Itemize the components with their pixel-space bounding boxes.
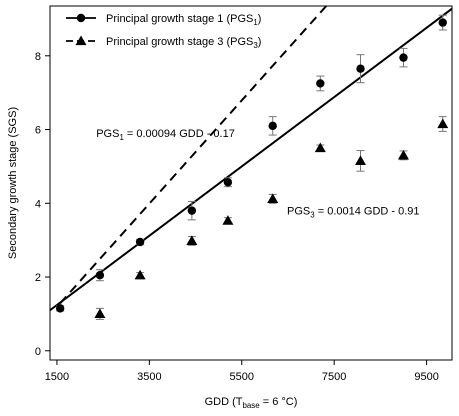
axes-layer: 1500 3500 5500 7500 9500 0 2 4 6 8 GDD (Tbase = 6 … [7, 5, 453, 410]
plot-frame [49, 5, 453, 361]
data-point-circle [438, 18, 447, 27]
x-tick-label: 5500 [230, 371, 254, 383]
data-point-circle [135, 237, 145, 247]
y-tick-label: 0 [35, 346, 41, 358]
data-point-circle [399, 53, 408, 62]
legend-label-1-main: Principal growth stage 1 (PGS [106, 13, 253, 25]
y-tick-label: 4 [35, 198, 41, 210]
legend-marker-circle [76, 13, 86, 23]
fit-lines-layer [50, 6, 452, 312]
legend-label-2: Principal growth stage 3 (PGS3) [106, 36, 261, 50]
x-tick-label: 3500 [137, 371, 161, 383]
equation-label-1-suffix: = 0.00094 GDD - 0.17 [124, 128, 235, 140]
x-axis-title-suffix: = 6 °C) [260, 396, 298, 408]
data-point-circle [223, 178, 233, 187]
equation-label-2-subscript: 3 [310, 210, 315, 219]
x-axis-title-main: GDD (T [205, 396, 243, 408]
data-point-triangle [314, 142, 326, 153]
data-point-triangle [437, 118, 449, 129]
equation-label-1-main: PGS [96, 128, 119, 140]
legend-label-1: Principal growth stage 1 (PGS1) [106, 13, 261, 27]
data-point-circle [95, 270, 105, 280]
data-point-triangle [267, 193, 279, 203]
legend-label-1-subscript: 1 [253, 18, 258, 27]
y-axis-title: Secondary growth stage (SGS) [7, 107, 19, 259]
legend: Principal growth stage 1 (PGS1)Principal… [66, 13, 261, 50]
equation-label-2-suffix: = 0.0014 GDD - 0.91 [315, 205, 420, 217]
y-tick-label: 8 [35, 51, 41, 63]
error-bars-layer [56, 14, 447, 320]
data-point-triangle [397, 149, 409, 160]
equation-label-2: PGS3 = 0.0014 GDD - 0.91 [287, 205, 420, 219]
x-tick-label: 1500 [45, 371, 69, 383]
legend-label-2-subscript: 3 [253, 41, 258, 50]
data-point-circle [356, 64, 365, 73]
data-point-triangle [355, 155, 367, 165]
equation-label-2-main: PGS [287, 205, 310, 217]
fit-line-series-1 [50, 7, 452, 312]
data-point-triangle [94, 308, 106, 319]
x-tick-label: 7500 [322, 371, 346, 383]
data-point-triangle [134, 269, 146, 280]
legend-label-2-suffix: ) [258, 36, 262, 48]
y-tick-label: 2 [35, 272, 41, 284]
legend-label-2-main: Principal growth stage 3 (PGS [106, 36, 253, 48]
equation-label-1: PGS1 = 0.00094 GDD - 0.17 [96, 128, 235, 142]
x-axis-title-subscript: base [243, 401, 261, 410]
x-tick-label: 9500 [414, 371, 438, 383]
data-point-circle [55, 304, 65, 313]
equation-label-1-subscript: 1 [119, 133, 124, 142]
x-axis-title: GDD (Tbase = 6 °C) [205, 396, 298, 410]
data-point-circle [268, 121, 277, 131]
data-point-circle [316, 79, 325, 88]
data-point-triangle [222, 215, 234, 225]
y-tick-label: 6 [35, 125, 41, 137]
data-points-layer [55, 18, 449, 319]
data-point-circle [187, 206, 197, 215]
data-point-triangle [186, 235, 198, 246]
fit-line-series-2 [59, 6, 328, 304]
legend-marker-triangle [75, 35, 87, 46]
legend-label-1-suffix: ) [258, 13, 262, 25]
